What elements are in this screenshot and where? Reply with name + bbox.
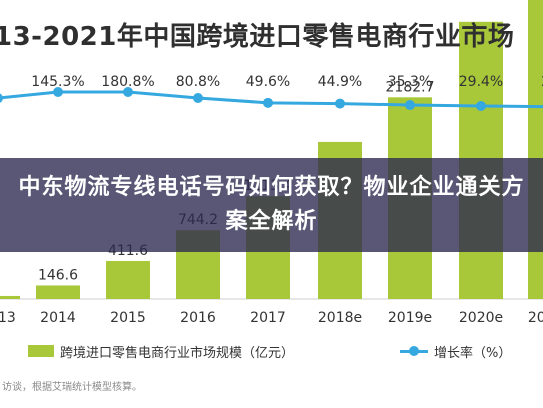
headline-text: 中东物流专线电话号码如何获取？物业企业通关方案全解析 <box>18 175 525 234</box>
bar-value-label: 2182.7 <box>386 79 435 95</box>
growth-value-label: 25 <box>541 74 543 90</box>
source-note: 访谈，根据艾瑞统计模型核算。 <box>2 382 142 393</box>
growth-value-label: 44.9% <box>318 74 362 90</box>
growth-point-2016 <box>193 93 203 103</box>
legend: 跨境进口零售电商行业市场规模（亿元） 增长率（%） <box>0 340 543 364</box>
legend-bar-label: 跨境进口零售电商行业市场规模（亿元） <box>60 346 295 361</box>
x-tick-label: 2017 <box>250 310 286 326</box>
growth-point-2019e <box>405 100 415 111</box>
bar-2021e <box>528 0 543 300</box>
growth-value-label: 80.8% <box>176 74 220 90</box>
legend-line-label: 增长率（%） <box>434 346 512 361</box>
bar-2013 <box>0 295 20 299</box>
growth-value-label: 145.3% <box>31 74 84 90</box>
chart-title: 13-2021年中国跨境进口零售电商行业市场 <box>0 22 515 52</box>
growth-point-2015 <box>123 87 133 97</box>
x-tick-label: 2015 <box>110 310 146 326</box>
x-tick-label: 2014 <box>40 310 76 326</box>
x-tick-label: 2021e <box>528 310 543 326</box>
growth-value-label: 29.4% <box>459 74 503 90</box>
growth-value-label: 180.8% <box>101 74 154 90</box>
legend-bar-swatch <box>28 345 54 357</box>
legend-line-marker <box>409 346 419 356</box>
growth-point-2020e <box>476 100 486 111</box>
growth-value-label: 35.3% <box>388 74 432 90</box>
growth-point-2014 <box>53 87 63 97</box>
growth-value-label: 49.6% <box>246 74 290 90</box>
x-tick-label: 2019e <box>388 310 432 326</box>
bar-2015 <box>106 260 150 299</box>
x-tick-label: 2020e <box>459 310 503 326</box>
x-tick-label: 2018e <box>318 310 362 326</box>
x-tick-label: 2016 <box>180 310 216 326</box>
headline-banner: 中东物流专线电话号码如何获取？物业企业通关方案全解析 <box>0 158 543 252</box>
growth-point-2013 <box>0 93 3 103</box>
bar-value-label: 146.6 <box>38 267 78 283</box>
growth-point-2017 <box>263 97 273 108</box>
growth-point-2018e <box>335 98 345 109</box>
bar-2014 <box>36 285 80 299</box>
